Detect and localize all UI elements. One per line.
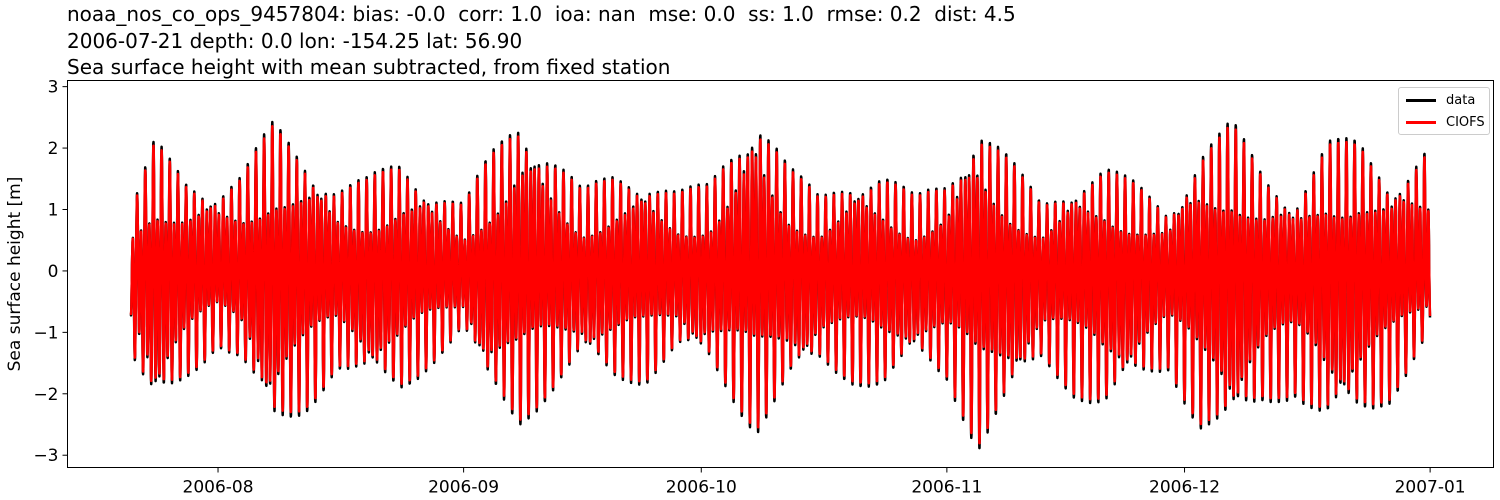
y-tick-label: −1 (33, 323, 58, 343)
title-line-3: Sea surface height with mean subtracted,… (67, 55, 671, 79)
y-tick-label: −2 (33, 385, 58, 405)
y-tick-label: −3 (33, 446, 58, 466)
y-tick-label: 3 (48, 78, 59, 98)
legend-swatch-data (1406, 98, 1436, 102)
x-tick-label: 2006-12 (1149, 478, 1220, 498)
y-tick-label: 2 (48, 139, 59, 159)
legend-label-data: data (1446, 92, 1476, 108)
x-tick-label: 2006-11 (911, 478, 982, 498)
x-tick-label: 2006-08 (183, 478, 254, 498)
series-layer (129, 120, 1432, 450)
y-tick-label: 1 (48, 201, 59, 221)
y-axis-label: Sea surface height [m] (5, 177, 25, 372)
legend-label-ciofs: CIOFS (1446, 114, 1485, 130)
series-line-ciofs (129, 125, 1432, 445)
y-tick-label: 0 (48, 262, 59, 282)
title-line-1: noaa_nos_co_ops_9457804: bias: -0.0 corr… (67, 2, 1016, 26)
x-tick-label: 2007-01 (1395, 478, 1466, 498)
plot-frame (67, 80, 1494, 468)
legend-item-ciofs: CIOFS (1406, 113, 1485, 131)
title-line-2: 2006-07-21 depth: 0.0 lon: -154.25 lat: … (67, 29, 523, 53)
axis-ticks: 2006-08 2006-09 2006-10 2006-11 2006-12 2007-… (33, 78, 1465, 498)
x-tick-label: 2006-09 (428, 478, 499, 498)
legend-swatch-ciofs (1406, 120, 1436, 124)
legend-item-data: data (1406, 91, 1475, 109)
legend: data CIOFS (1398, 87, 1490, 135)
x-tick-label: 2006-10 (666, 478, 737, 498)
